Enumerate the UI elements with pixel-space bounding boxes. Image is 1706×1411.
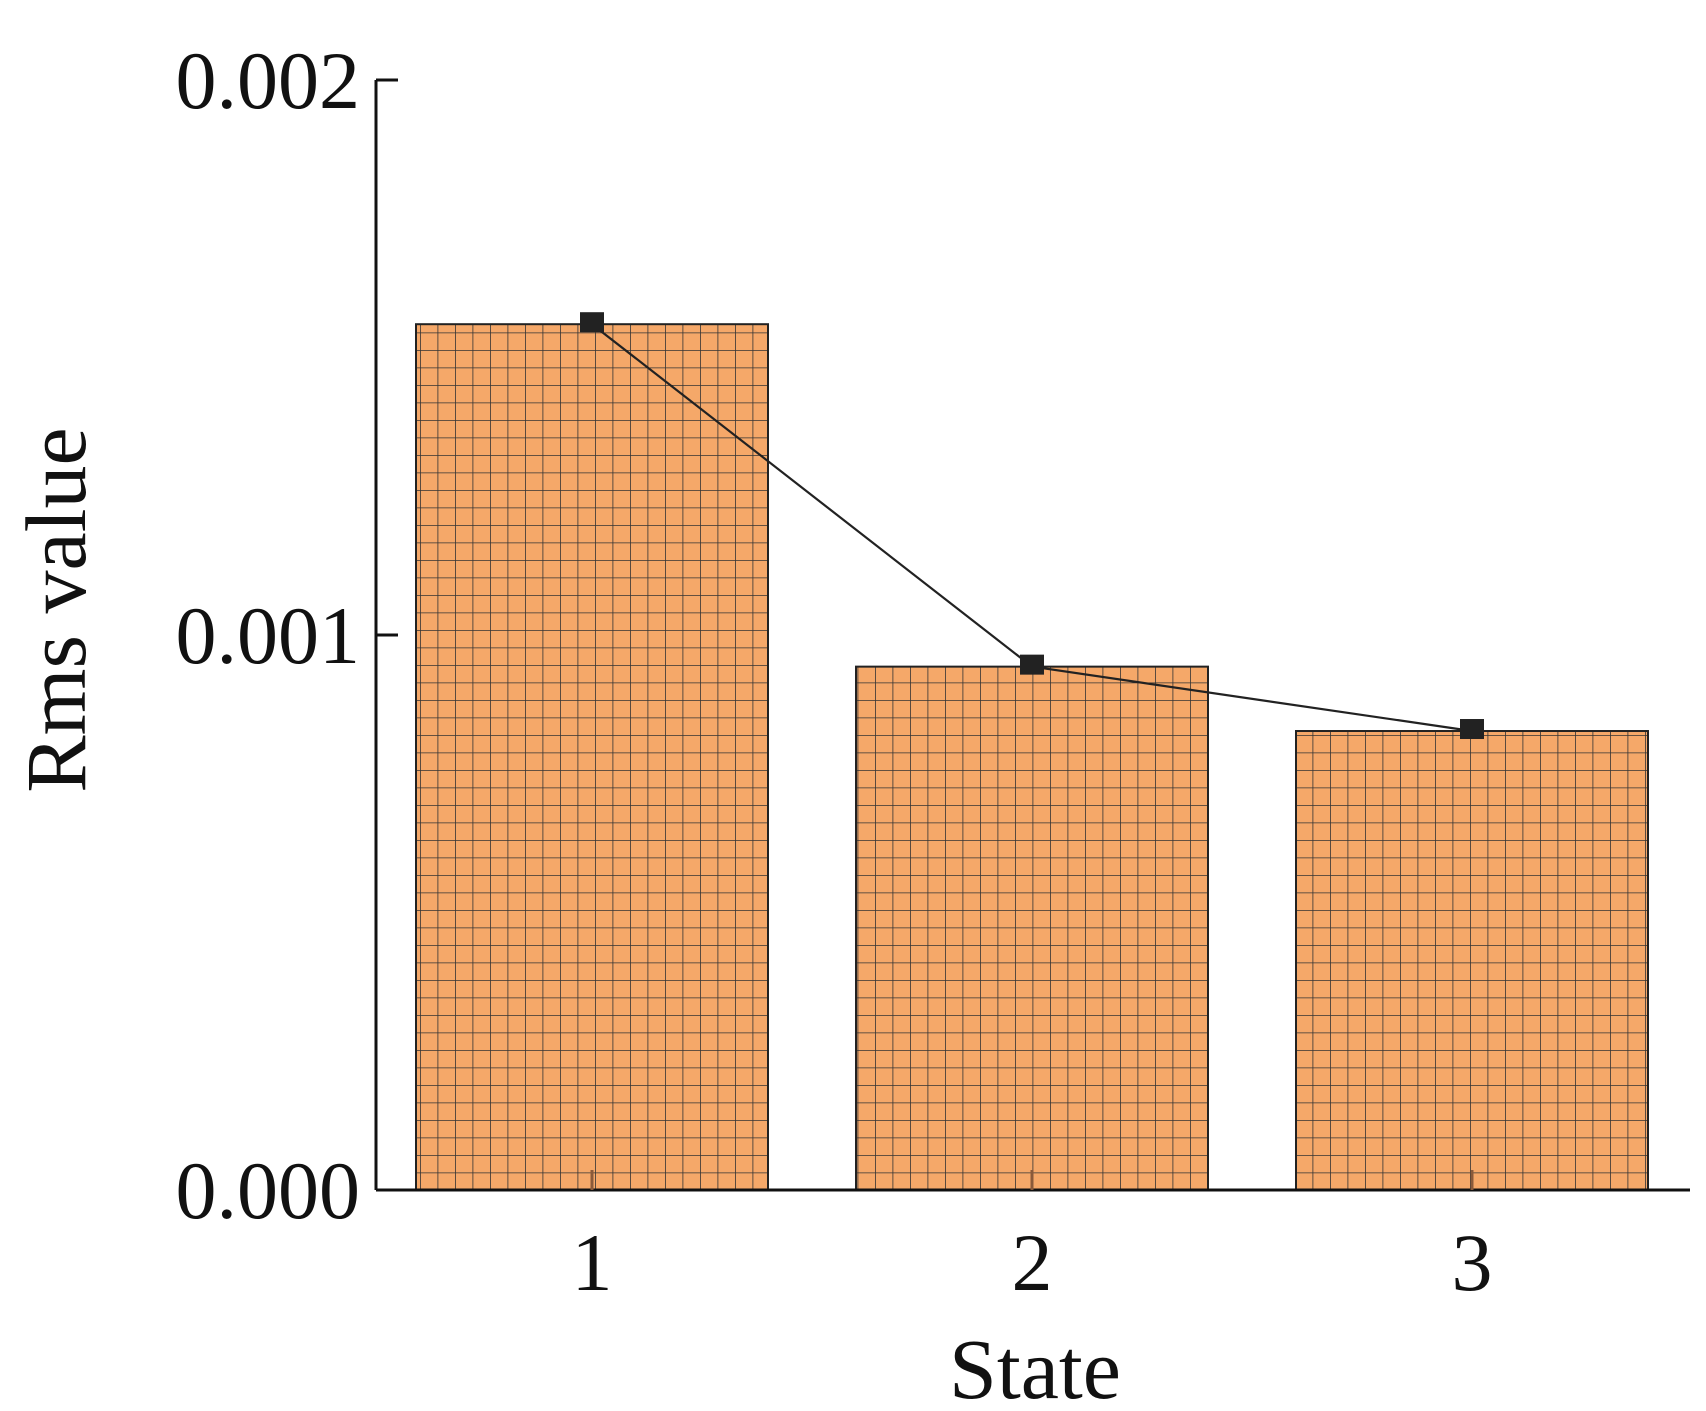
y-tick-label: 0.001 <box>176 590 361 681</box>
line-layer <box>580 312 1484 740</box>
marker-3 <box>1460 719 1484 740</box>
y-axis-title: Rms value <box>8 427 104 792</box>
bar-1 <box>415 323 769 1191</box>
marker-1 <box>580 312 604 333</box>
y-ticks: 0.000 0.001 0.002 <box>176 35 398 1236</box>
bar-3 <box>1295 730 1649 1191</box>
x-ticks: 1 2 3 <box>572 1170 1493 1308</box>
x-tick-label: 2 <box>1012 1217 1053 1308</box>
bar-2 <box>855 665 1209 1191</box>
bars-layer <box>415 323 1649 1191</box>
y-tick-label: 0.002 <box>176 35 361 126</box>
x-axis-title: State <box>949 1321 1121 1411</box>
x-tick-label: 1 <box>572 1217 613 1308</box>
x-tick-label: 3 <box>1452 1217 1493 1308</box>
y-tick-label: 0.000 <box>176 1145 361 1236</box>
marker-2 <box>1020 654 1044 675</box>
